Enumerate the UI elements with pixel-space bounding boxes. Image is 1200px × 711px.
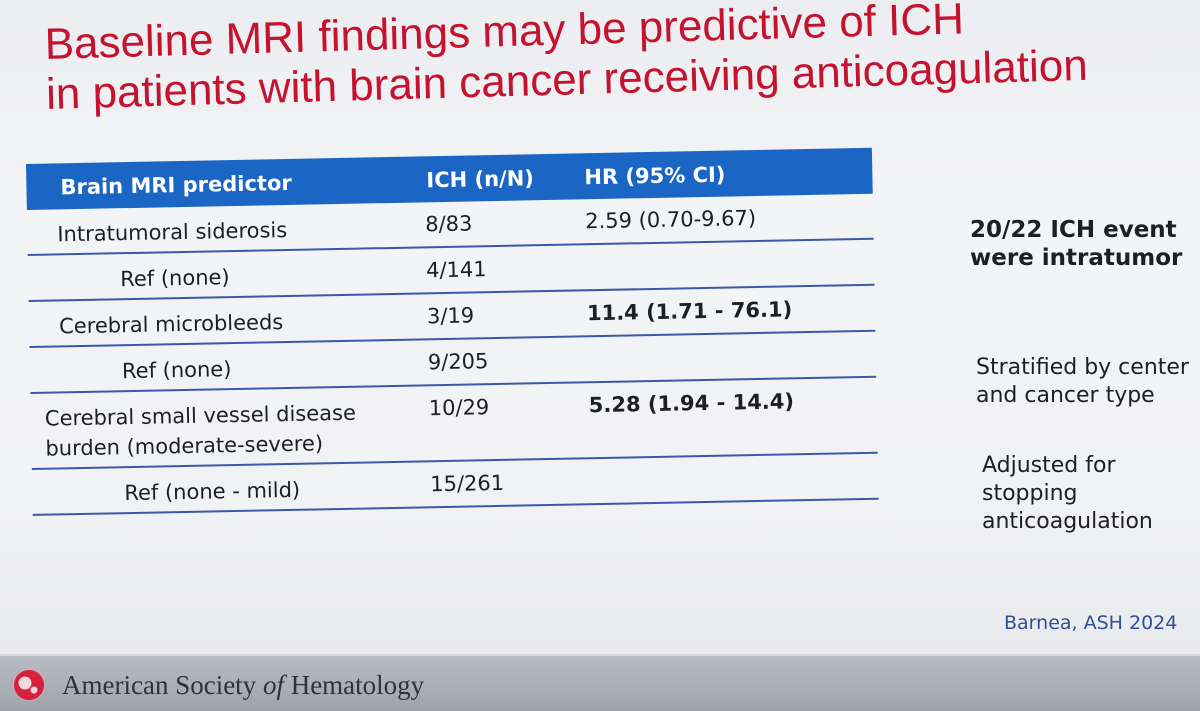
row-predictor: Ref (none): [119, 265, 230, 292]
row-ich: 10/29: [428, 395, 490, 421]
organization-name: American Society of Hematology: [62, 670, 424, 701]
footer-divider: [0, 654, 1200, 656]
row-ich: 9/205: [427, 349, 489, 375]
row-ich: 15/261: [429, 470, 505, 497]
slide-title: Baseline MRI findings may be predictive …: [44, 0, 1196, 120]
org-name-part-1: American Society: [62, 670, 263, 700]
events-line-1: 20/22 ICH event: [970, 217, 1177, 243]
header-predictor: Brain MRI predictor: [60, 170, 292, 200]
stratified-note: Stratified by center and cancer type: [976, 354, 1189, 410]
row-predictor: Ref (none): [121, 357, 232, 384]
stratified-line-2: and cancer type: [976, 383, 1155, 408]
row-hr: 11.4 (1.71 - 76.1): [586, 297, 793, 326]
header-hr: HR (95% CI): [584, 162, 726, 190]
adjusted-line-1: Adjusted for: [982, 453, 1116, 478]
citation: Barnea, ASH 2024: [1004, 612, 1178, 634]
row-predictor-line-2: burden (moderate-severe): [45, 431, 324, 461]
row-ich: 8/83: [425, 211, 473, 237]
row-ich: 3/19: [426, 303, 475, 329]
org-name-part-2: of: [262, 670, 284, 700]
row-predictor: Cerebral microbleeds: [58, 310, 284, 339]
row-hr: 5.28 (1.94 - 14.4): [588, 389, 795, 418]
org-name-part-3: Hematology: [283, 670, 425, 700]
row-predictor: Cerebral small vessel disease burden (mo…: [45, 398, 357, 464]
events-line-2: were intratumor: [970, 245, 1183, 271]
row-predictor: Intratumoral siderosis: [57, 218, 288, 247]
adjusted-note: Adjusted for stopping anticoagulation: [982, 452, 1153, 536]
adjusted-line-3: anticoagulation: [982, 509, 1153, 534]
row-predictor-line-1: Cerebral small vessel disease: [44, 400, 357, 431]
adjusted-line-2: stopping: [982, 481, 1078, 506]
header-ich: ICH (n/N): [426, 166, 535, 193]
row-ich: 4/141: [425, 257, 487, 283]
stratified-line-1: Stratified by center: [976, 355, 1189, 380]
ash-logo-icon: [12, 668, 46, 702]
footer-bar: [0, 656, 1200, 711]
predictor-table: Brain MRI predictor ICH (n/N) HR (95% CI…: [26, 147, 879, 516]
row-hr: 2.59 (0.70-9.67): [584, 205, 757, 234]
row-predictor: Ref (none - mild): [124, 477, 301, 506]
events-note: 20/22 ICH event were intratumor: [970, 216, 1182, 272]
